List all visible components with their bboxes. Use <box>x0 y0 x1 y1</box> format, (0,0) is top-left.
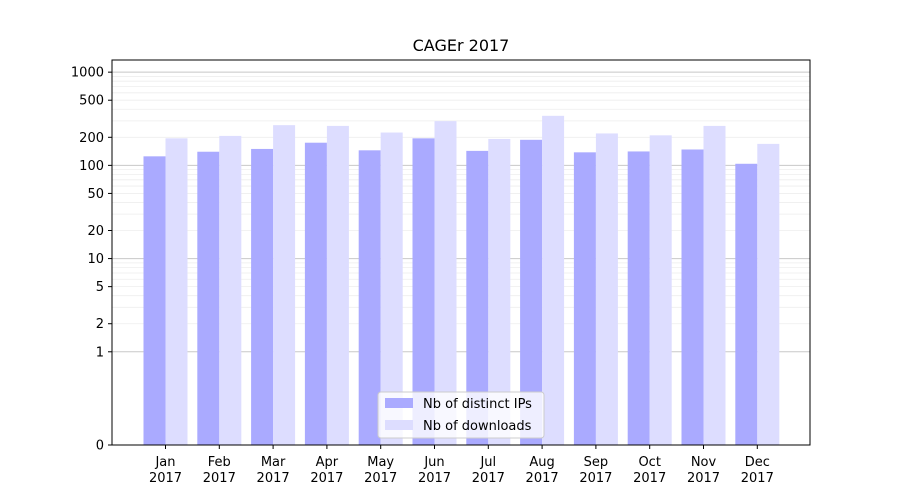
bar-distinct-ips <box>251 148 274 445</box>
y-tick-label: 1 <box>96 345 104 360</box>
legend-swatch-distinct-ips <box>385 398 413 408</box>
x-tick-label: Apr 2017 <box>310 455 343 486</box>
bar-downloads <box>434 121 457 445</box>
legend-label-distinct-ips: Nb of distinct IPs <box>423 397 532 412</box>
bar-downloads <box>219 135 242 445</box>
bar-distinct-ips <box>143 156 166 446</box>
bar-distinct-ips <box>412 138 435 445</box>
legend-frame <box>377 391 545 439</box>
x-tick-label: Nov 2017 <box>687 455 720 486</box>
legend: Nb of distinct IPs Nb of downloads <box>377 391 545 439</box>
x-tick-label: Jul 2017 <box>472 455 505 486</box>
y-tick-label: 1000 <box>71 66 104 81</box>
y-tick-label: 20 <box>87 224 104 239</box>
bar-downloads <box>165 138 188 445</box>
y-tick-label: 10 <box>87 252 104 267</box>
bar-downloads <box>542 115 565 446</box>
y-axis: 0 1 2 5 10 20 50 100 200 500 1000 <box>71 66 112 454</box>
bar-distinct-ips <box>358 150 381 446</box>
x-tick-label: Mar 2017 <box>257 455 290 486</box>
plot-frame <box>111 59 811 446</box>
bar-distinct-ips <box>573 152 596 445</box>
bar-downloads <box>595 133 618 445</box>
x-tick-label: May 2017 <box>364 455 397 486</box>
x-tick-label: Sep 2017 <box>579 455 612 486</box>
bar-downloads <box>273 125 296 445</box>
bar-distinct-ips <box>197 151 220 445</box>
bar-distinct-ips <box>627 151 650 445</box>
bar-downloads <box>488 138 511 445</box>
bar-downloads <box>703 125 726 446</box>
bar-distinct-ips <box>681 149 704 445</box>
bar-downloads <box>380 132 403 445</box>
bar-downloads <box>649 135 672 446</box>
bar-distinct-ips <box>466 150 489 446</box>
x-tick-label: Jun 2017 <box>418 455 451 486</box>
y-tick-label: 50 <box>87 187 104 202</box>
x-tick-label: Oct 2017 <box>633 455 666 486</box>
y-tick-label: 0 <box>96 439 104 454</box>
bar-distinct-ips <box>735 163 758 445</box>
y-tick-label: 200 <box>79 131 104 146</box>
x-axis: Jan 2017 Feb 2017 Mar 2017 Apr 2017 May 2017 Jun 20… <box>149 445 774 486</box>
x-tick-label: Aug 2017 <box>526 455 559 486</box>
y-tick-label: 2 <box>96 317 104 332</box>
y-tick-label: 500 <box>79 94 104 109</box>
y-tick-label: 5 <box>96 280 104 295</box>
legend-swatch-downloads <box>385 420 413 430</box>
bar-downloads <box>757 143 780 445</box>
x-tick-label: Jan 2017 <box>149 455 182 486</box>
x-tick-label: Dec 2017 <box>741 455 774 486</box>
chart-title: CAGEr 2017 <box>413 36 510 55</box>
bar-downloads <box>326 125 349 446</box>
x-tick-label: Feb 2017 <box>203 455 236 486</box>
y-tick-label: 100 <box>79 159 104 174</box>
legend-label-downloads: Nb of downloads <box>423 419 532 434</box>
bar-distinct-ips <box>304 142 327 445</box>
bars <box>143 115 780 446</box>
bar-distinct-ips <box>520 139 543 445</box>
